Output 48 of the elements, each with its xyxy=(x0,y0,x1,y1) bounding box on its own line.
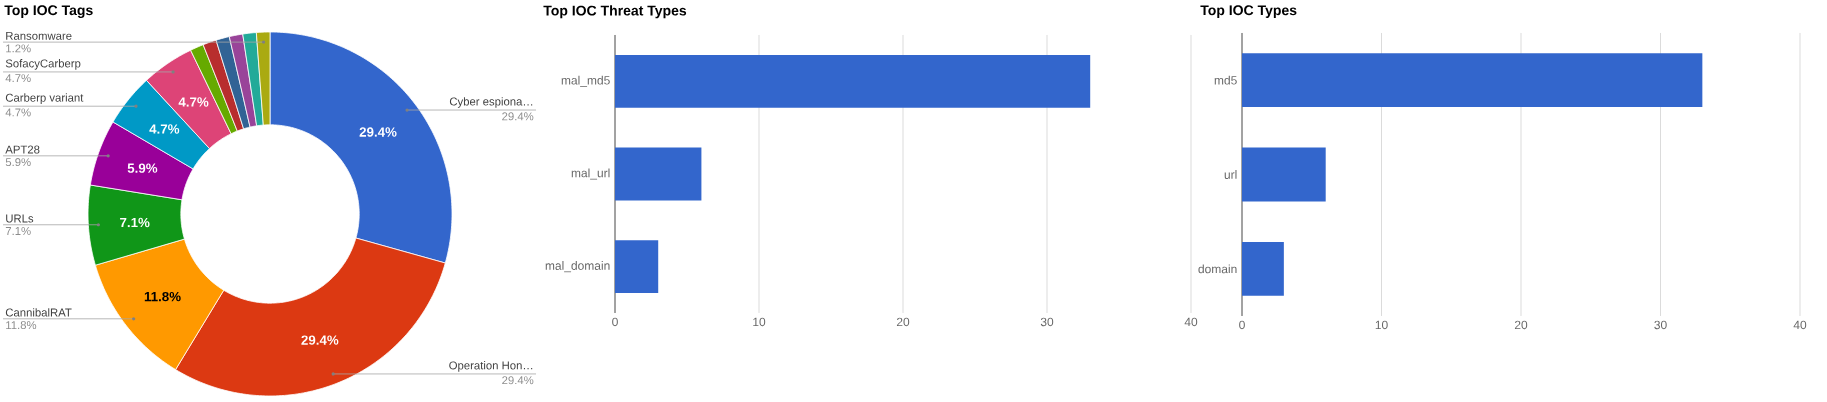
data-label: 7.1% xyxy=(120,217,150,228)
y-tick-label: md5 xyxy=(1214,75,1237,85)
y-tick-label: mal_md5 xyxy=(561,75,610,87)
x-tick-label: 0 xyxy=(612,317,618,327)
slice-label: CannibalRAT xyxy=(5,308,72,317)
x-tick-label: 40 xyxy=(1184,317,1198,327)
data-label: 1.2% xyxy=(6,44,31,53)
chart-title: Top IOC Types xyxy=(1200,5,1297,18)
data-label: 5.9% xyxy=(127,163,158,173)
slice-label: Cyber espiona… xyxy=(449,97,533,108)
data-label: 29.4% xyxy=(301,335,339,345)
x-tick-label: 10 xyxy=(753,317,766,327)
slice-label: URLs xyxy=(6,214,34,223)
text: 29.4% xyxy=(502,376,534,385)
text: 29.4% xyxy=(502,112,534,121)
bar xyxy=(1242,147,1326,202)
bar xyxy=(615,147,702,201)
x-tick-label: 0 xyxy=(1239,320,1245,330)
slice-label: SofacyCarberp xyxy=(5,59,81,70)
data-label: 4.7% xyxy=(178,97,209,107)
x-tick-label: 30 xyxy=(1040,317,1054,327)
text: 7.1% xyxy=(5,227,31,235)
text: 4.7% xyxy=(5,108,31,117)
x-tick-label: 10 xyxy=(1375,320,1388,330)
data-label: 11.8% xyxy=(144,291,181,302)
x-tick-label: 40 xyxy=(1793,320,1807,330)
bar xyxy=(1242,53,1703,108)
x-tick-label: 20 xyxy=(896,317,910,327)
y-tick-label: domain xyxy=(1198,264,1237,274)
y-tick-label: mal_url xyxy=(571,168,610,180)
data-label: 29.4% xyxy=(359,127,397,137)
slice-label: APT28 xyxy=(5,145,40,154)
slice-label: Operation Hon… xyxy=(449,361,533,372)
y-tick-label: url xyxy=(1224,170,1237,179)
text: 4.7% xyxy=(5,74,31,83)
bar xyxy=(615,240,659,294)
data-label: 4.7% xyxy=(149,124,180,134)
slice-label: Ransomware xyxy=(6,31,72,40)
x-tick-label: 30 xyxy=(1654,320,1667,330)
text: 5.9% xyxy=(5,158,31,167)
y-tick-label: mal_domain xyxy=(545,261,610,273)
chart-title: Top IOC Threat Types xyxy=(543,5,687,19)
x-tick-label: 20 xyxy=(1514,320,1528,330)
slice-label: Carberp variant xyxy=(5,93,84,104)
bar xyxy=(615,54,1091,108)
text: 11.8% xyxy=(6,321,37,330)
bar xyxy=(1242,241,1284,296)
chart-title: Top IOC Tags xyxy=(4,5,93,18)
